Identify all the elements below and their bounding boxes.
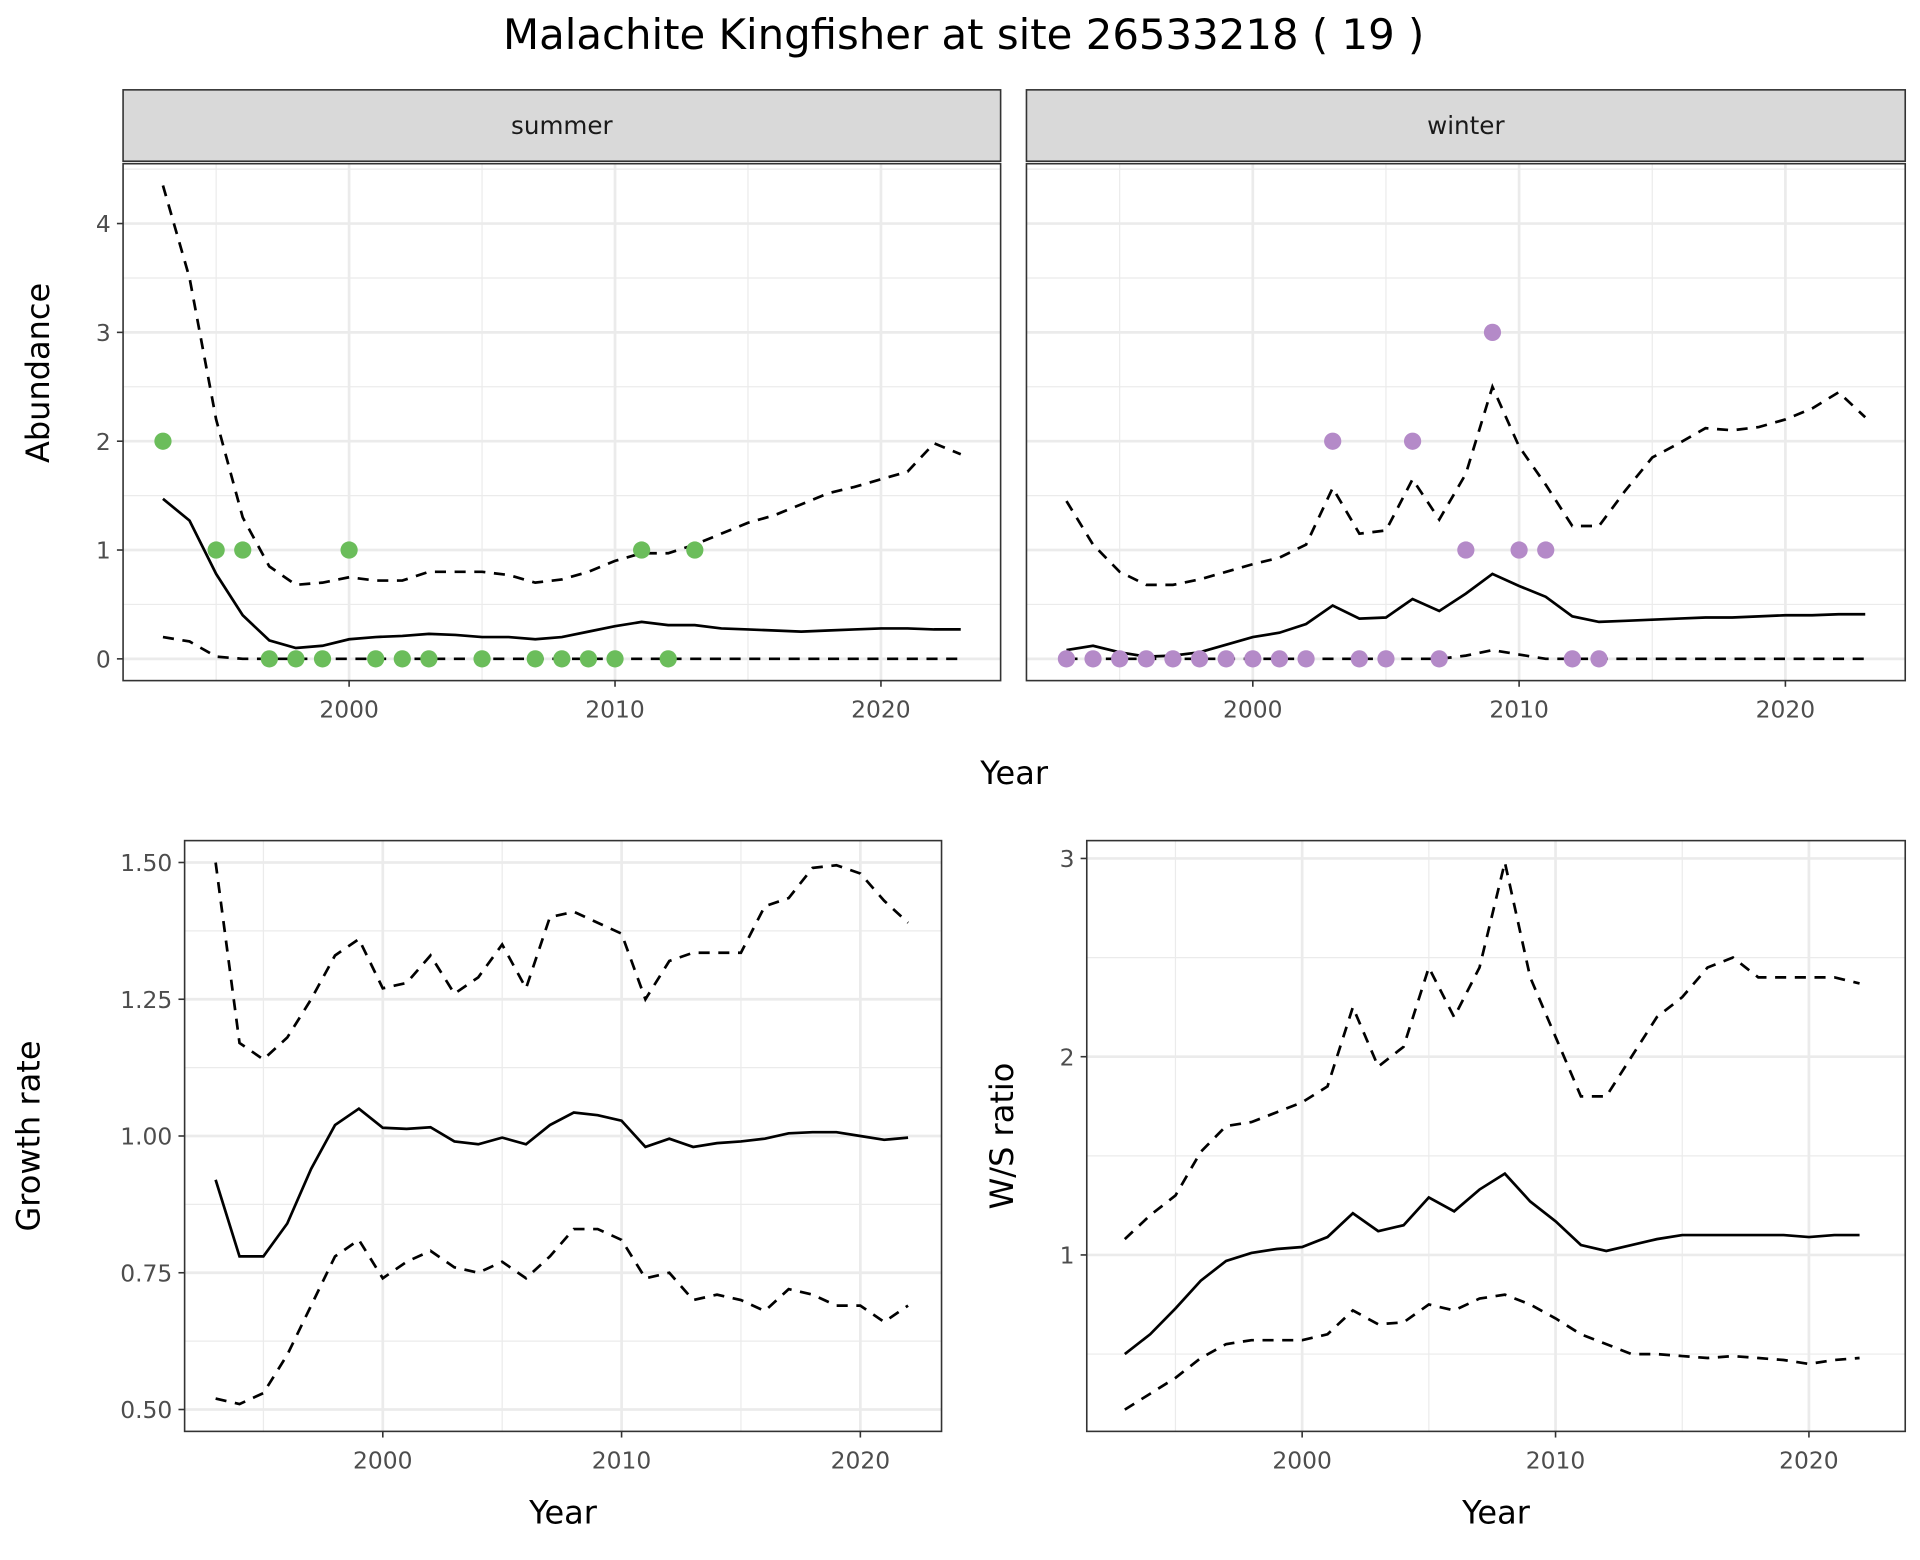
data-point [1537, 541, 1555, 559]
data-point [1217, 650, 1235, 668]
upper-bound-line [214, 862, 909, 1062]
data-point [633, 541, 651, 559]
data-point [1111, 650, 1129, 668]
data-point [1324, 432, 1342, 450]
x-tick-label: 2000 [319, 696, 379, 724]
data-point [207, 541, 225, 559]
data-point [579, 650, 598, 668]
y-tick-label: 0 [96, 645, 111, 673]
data-point [1563, 650, 1581, 668]
data-point [1057, 650, 1076, 668]
x-tick-label: 2010 [592, 1446, 652, 1474]
panel-border [122, 162, 1002, 682]
y-tick-label: 1 [96, 537, 111, 565]
data-point [606, 650, 624, 668]
y-tick-label: 1.50 [120, 849, 172, 877]
data-point [473, 650, 491, 668]
data-point [1377, 650, 1395, 668]
data-point [1483, 323, 1502, 341]
data-point [393, 650, 411, 668]
x-tick-label: 2020 [831, 1446, 891, 1474]
facet-strip [1025, 89, 1907, 163]
mean-line [214, 1106, 909, 1258]
y-tick-label: 2 [1060, 1043, 1075, 1071]
x-tick-label: 2000 [1223, 696, 1282, 724]
x-tick-label: 2000 [353, 1446, 413, 1474]
chart-title: Malachite Kingfisher at site 26533218 ( … [503, 10, 1424, 59]
x-tick-label: 2010 [585, 696, 645, 724]
data-point [686, 541, 704, 559]
data-point [313, 650, 332, 668]
y-tick-label: 2 [96, 428, 111, 456]
data-point [260, 650, 278, 668]
data-point [1403, 432, 1422, 450]
upper-bound-line [161, 185, 962, 587]
data-point [1244, 650, 1262, 668]
x-axis-title: Year [528, 1494, 598, 1532]
data-point [234, 541, 252, 559]
data-point [553, 650, 571, 668]
strip-label: winter [1427, 111, 1505, 140]
facet-strip [122, 89, 1002, 163]
data-point [1270, 650, 1289, 668]
data-point [1084, 650, 1102, 668]
lower-bound-line [215, 1227, 909, 1406]
y-tick-label: 1 [1060, 1242, 1075, 1270]
data-point [1164, 650, 1182, 668]
data-point [659, 650, 677, 668]
panel-border [1085, 839, 1907, 1433]
y-tick-label: 1.00 [120, 1123, 172, 1151]
data-point [367, 650, 385, 668]
data-point [1457, 541, 1475, 559]
x-tick-label: 2020 [1756, 696, 1816, 724]
data-point [1297, 650, 1315, 668]
y-tick-label: 4 [96, 210, 111, 238]
data-point [1190, 650, 1209, 668]
lower-bound-line [1066, 648, 1866, 661]
y-tick-label: 0.50 [120, 1396, 172, 1424]
data-point [1510, 541, 1528, 559]
x-tick-label: 2020 [851, 696, 911, 724]
data-point [1590, 650, 1608, 668]
y-axis-title: Growth rate [9, 1041, 47, 1232]
data-point [154, 432, 172, 450]
data-point [526, 650, 544, 668]
data-point [287, 650, 305, 668]
y-axis-title: Abundance [19, 283, 57, 463]
lower-bound-line [1124, 1293, 1860, 1411]
x-axis-title: Year [1461, 1494, 1531, 1532]
panel-border [1025, 162, 1907, 682]
x-tick-label: 2010 [1526, 1446, 1586, 1474]
y-axis-title: W/S ratio [983, 1063, 1021, 1210]
data-point [1350, 650, 1368, 668]
panel-ws_ratio: 2000 2010 2020 1 2 3 W/S ratio Year [983, 839, 1907, 1532]
data-point [340, 541, 358, 559]
upper-bound-line [1123, 862, 1860, 1241]
y-tick-label: 3 [1060, 845, 1075, 873]
x-axis-title: Year [979, 754, 1049, 792]
data-point [420, 650, 438, 668]
data-point [1137, 650, 1155, 668]
strip-label: summer [511, 111, 614, 140]
mean-line [1066, 572, 1866, 658]
y-tick-label: 0.75 [120, 1259, 172, 1287]
x-tick-label: 2000 [1272, 1446, 1332, 1474]
data-point [1430, 650, 1448, 668]
y-tick-label: 1.25 [120, 986, 172, 1014]
panel-growth: 2000 2010 2020 0.50 0.75 1.00 1.25 1.50 Growth r… [9, 839, 943, 1532]
x-tick-label: 2020 [1779, 1446, 1839, 1474]
panel-winter: winter 2000 2010 2020 [1025, 89, 1907, 724]
panel-summer: summer 2000 2010 2020 0 1 2 3 4 Abundance [19, 89, 1002, 724]
mean-line [1123, 1171, 1860, 1356]
y-tick-label: 3 [96, 319, 111, 347]
mean-line [162, 497, 961, 650]
x-tick-label: 2010 [1489, 696, 1549, 724]
